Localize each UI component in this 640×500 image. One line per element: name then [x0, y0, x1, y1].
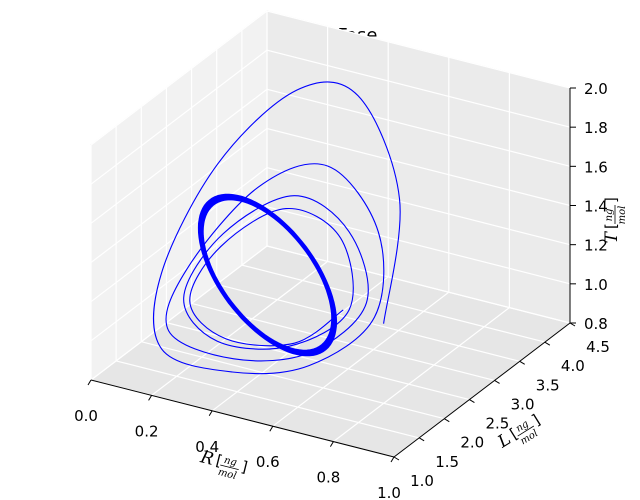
y-tick-mark [393, 456, 400, 461]
y-tick-label: 2.5 [485, 415, 509, 433]
x-axis-label-den: mol [217, 467, 238, 482]
x-tick-label: 0.2 [135, 422, 159, 440]
y-tick-mark [544, 341, 551, 346]
z-tick-label: 1.8 [584, 119, 608, 137]
x-axis-label-bracket-open: [ [214, 451, 224, 470]
z-tick-label: 0.8 [584, 315, 608, 333]
z-tick-label: 2.0 [584, 80, 608, 98]
y-tick-label: 4.5 [586, 338, 610, 356]
x-axis-line [90, 379, 395, 458]
x-tick-mark [269, 425, 274, 432]
grid-line-z [90, 245, 571, 381]
axis-ticks: 0.00.20.40.60.81.01.01.52.02.53.03.54.04… [74, 80, 610, 500]
y-tick-mark [469, 399, 475, 404]
z-axis-label-bracket-open: [ [602, 223, 620, 229]
x-tick-mark [390, 456, 395, 463]
x-axis-label-main: R [197, 447, 215, 470]
z-tick-label: 1.4 [584, 198, 608, 216]
x-tick-label: 0.6 [256, 453, 280, 471]
x-axis-label-fraction-bar [220, 464, 239, 470]
y-tick-label: 4.0 [561, 357, 585, 375]
z-tick-label: 1.2 [584, 237, 608, 255]
grid-line-z [90, 49, 571, 185]
y-tick-label: 1.5 [435, 453, 459, 471]
z-axis-label-num: ng [604, 209, 615, 222]
x-tick-mark [208, 410, 213, 417]
grid-line-z [90, 10, 571, 146]
z-tick-label: 1.6 [584, 158, 608, 176]
x-tick-mark [329, 441, 334, 447]
y-axis-label-fraction-bar [517, 425, 535, 437]
y-tick-label: 2.0 [460, 434, 484, 452]
grid-line-z [90, 127, 571, 263]
grid-line-z [90, 167, 571, 303]
x-tick-mark [148, 395, 153, 401]
trajectory-limit-cycle [197, 193, 338, 357]
y-tick-mark [519, 360, 525, 365]
y-tick-mark [444, 418, 450, 423]
grid-line-z [90, 206, 571, 342]
z-axis-label-main: T [602, 230, 622, 243]
y-axis-line [393, 322, 571, 458]
x-axis-label-bracket-close: ] [239, 457, 249, 476]
x-tick-label: 0.8 [316, 469, 340, 487]
x-tick-label: 1.0 [377, 484, 401, 500]
trajectory-transient [153, 81, 401, 375]
z-tick-label: 1.0 [584, 276, 608, 294]
z-axis-label-bracket-close: ] [602, 197, 620, 203]
y-tick-mark [494, 379, 500, 384]
y-tick-label: 3.5 [536, 376, 560, 394]
x-axis-label-num: ng [223, 455, 238, 469]
y-tick-label: 1.0 [410, 472, 434, 490]
y-tick-label: 3.0 [511, 395, 535, 413]
grid-line-z [90, 88, 571, 224]
trajectory-series [153, 81, 401, 375]
z-axis-label-den: mol [617, 206, 628, 225]
x-tick-label: 0.4 [195, 438, 219, 456]
y-tick-mark [418, 437, 425, 442]
z-axis-label: T[ng mol] [602, 197, 628, 243]
x-tick-mark [87, 379, 92, 386]
y-axis-label-bracket-close: ] [529, 411, 544, 429]
x-tick-label: 0.0 [74, 407, 98, 425]
grid-lines [90, 10, 571, 458]
